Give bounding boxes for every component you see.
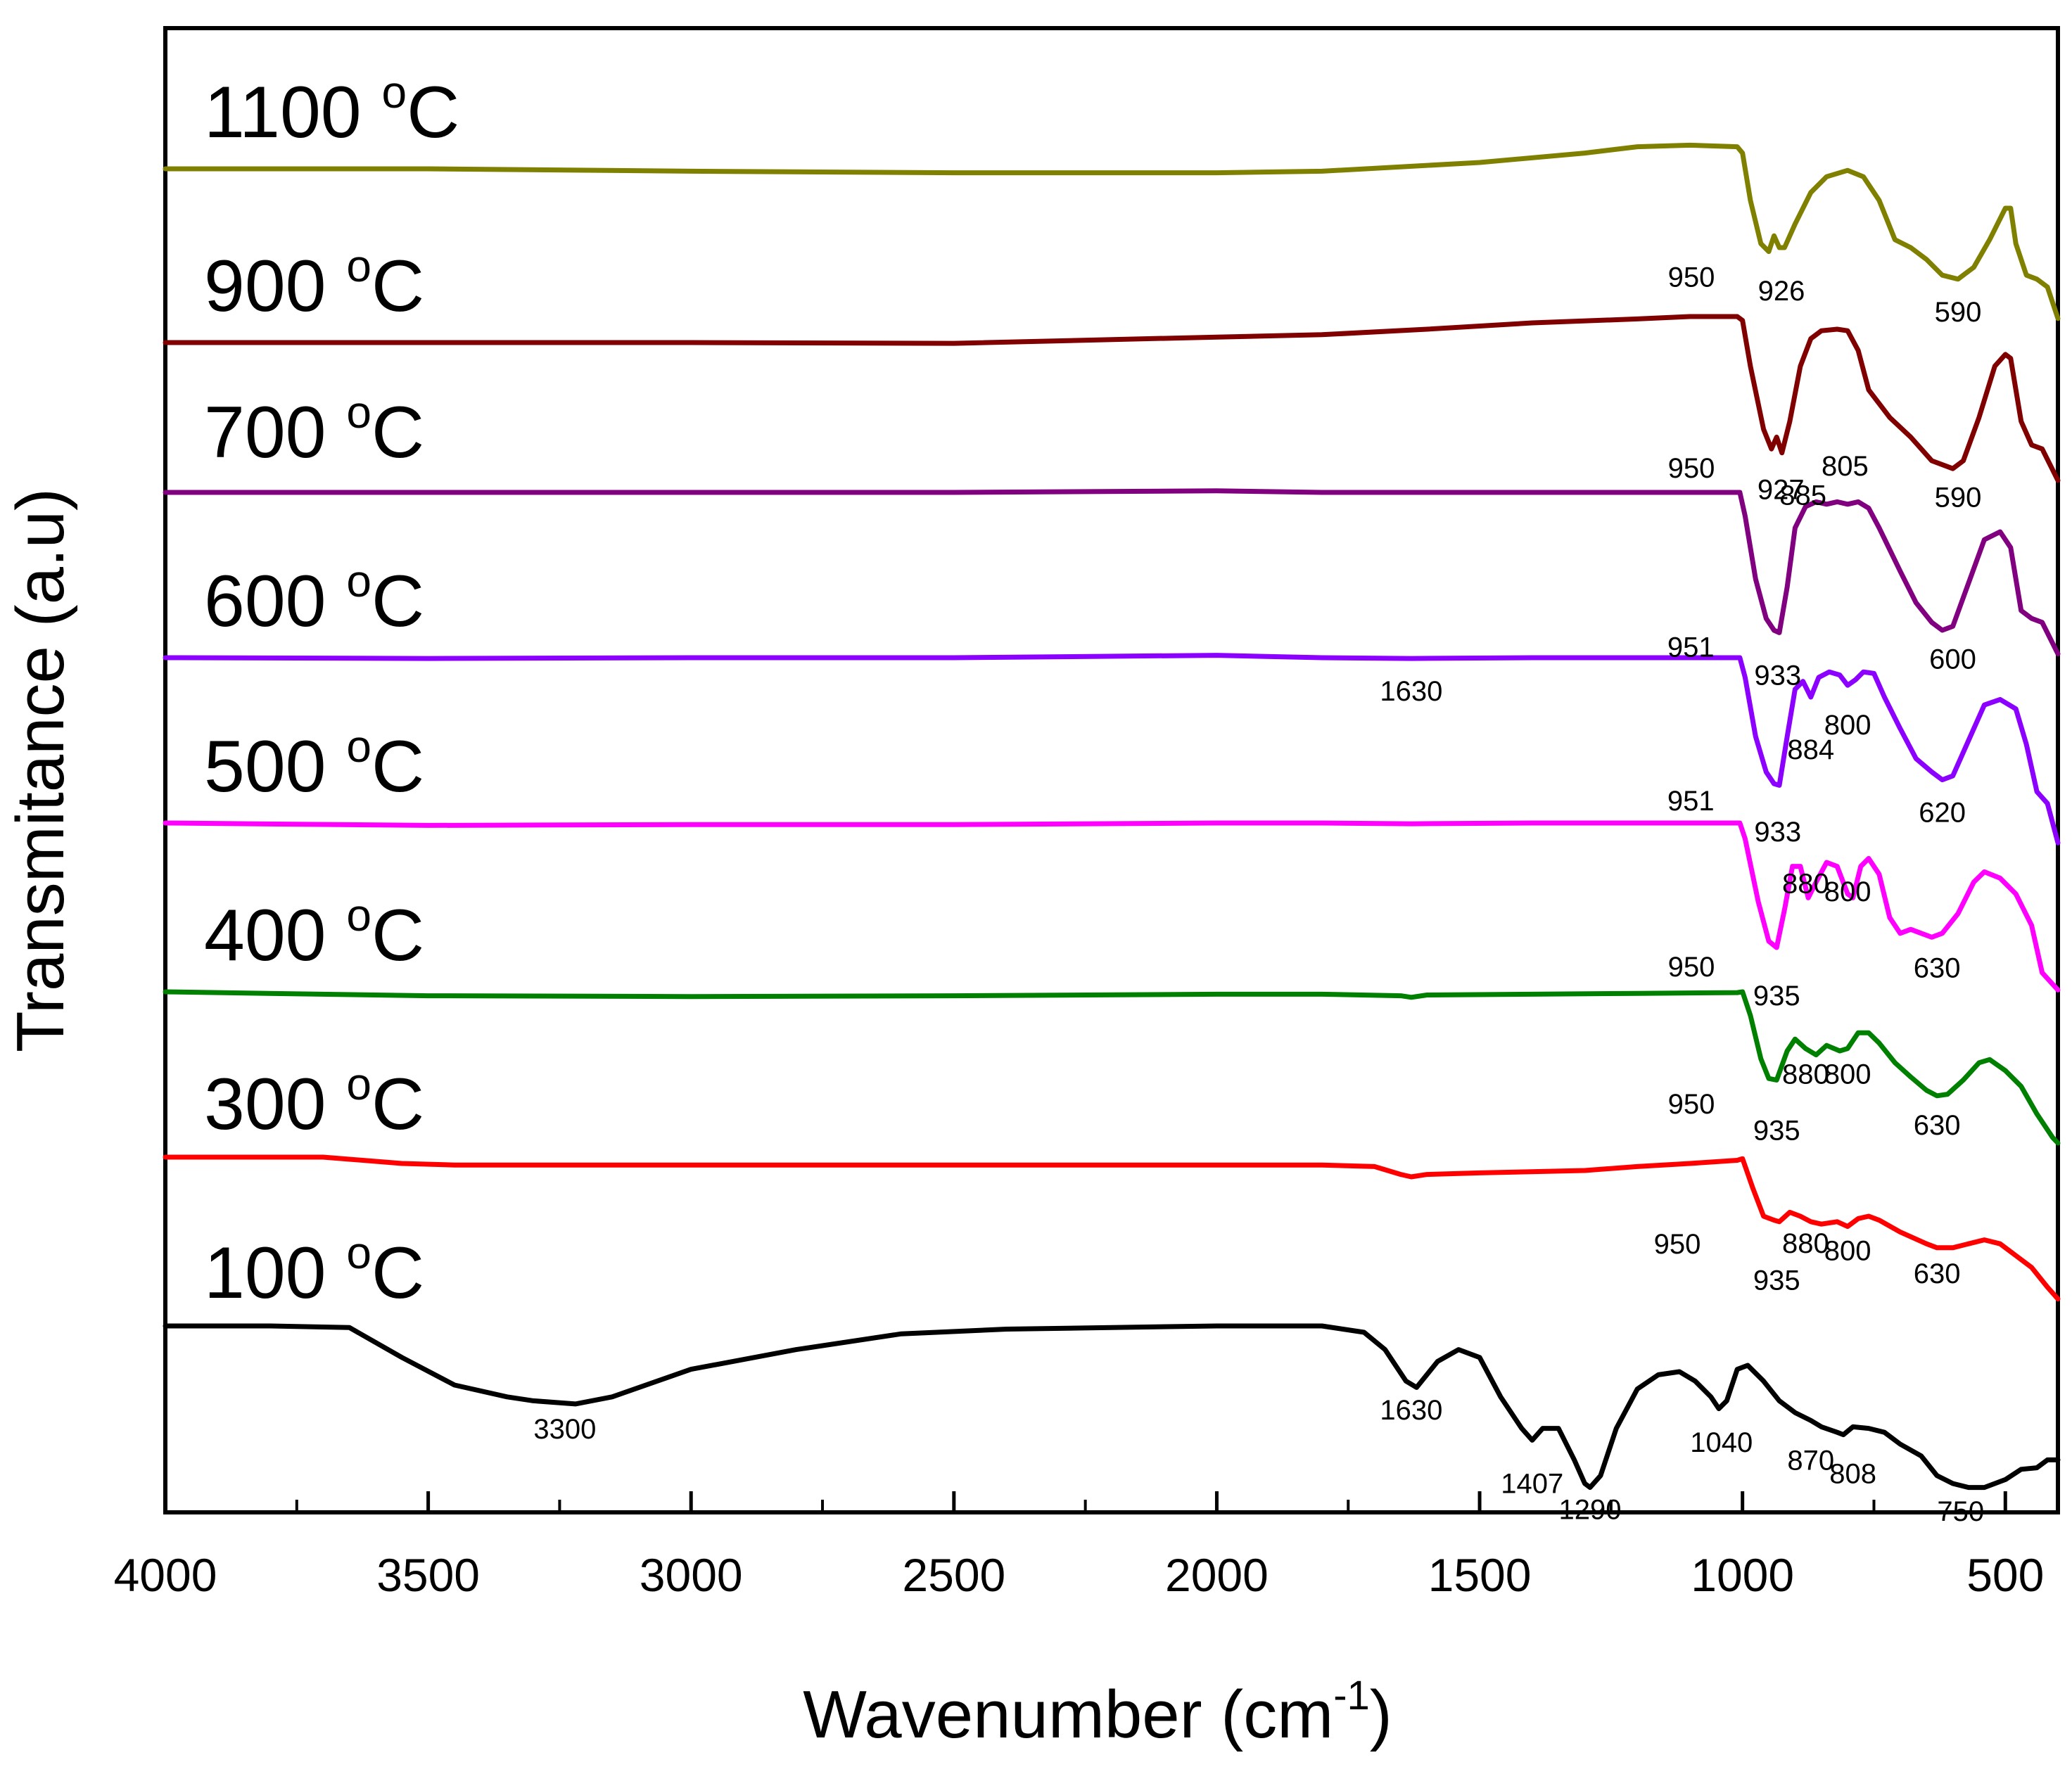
peak-annotation: 950 bbox=[1668, 262, 1715, 293]
peak-annotation: 750 bbox=[1937, 1496, 1984, 1527]
x-axis-title-main: Wavenumber (cm bbox=[803, 1677, 1333, 1752]
peak-annotation: 630 bbox=[1914, 953, 1961, 984]
series-line bbox=[163, 142, 2061, 321]
x-axis-title-superscript: -1 bbox=[1333, 1673, 1370, 1718]
peak-annotation: 620 bbox=[1919, 798, 1966, 829]
series-label-unit: C bbox=[371, 1232, 424, 1314]
series-label-main: 100 bbox=[204, 1232, 346, 1314]
series-label-unit: C bbox=[371, 392, 424, 473]
series-group bbox=[163, 142, 2061, 1491]
peak-annotation: 951 bbox=[1667, 632, 1715, 663]
x-tick-label: 1000 bbox=[1691, 1549, 1794, 1601]
series-label: 500 oC bbox=[204, 721, 424, 808]
x-tick-label: 2000 bbox=[1165, 1549, 1269, 1601]
series-label-unit: C bbox=[371, 245, 424, 327]
series-label-main: 400 bbox=[204, 895, 346, 976]
peak-annotation: 800 bbox=[1824, 876, 1871, 907]
peak-annotation: 935 bbox=[1753, 1265, 1800, 1296]
series-label: 700 oC bbox=[204, 387, 424, 473]
series-label: 900 oC bbox=[204, 241, 424, 327]
peak-annotation: 951 bbox=[1667, 786, 1715, 817]
peak-annotation: 800 bbox=[1824, 1059, 1871, 1090]
series-line bbox=[163, 653, 2061, 846]
series-label-main: 1100 bbox=[204, 72, 382, 153]
peak-annotation: 933 bbox=[1754, 817, 1801, 848]
series-label-degree: o bbox=[346, 556, 371, 606]
peak-annotation: 870 bbox=[1787, 1445, 1834, 1476]
peak-annotation: 880 bbox=[1782, 1059, 1829, 1090]
peak-annotation: 935 bbox=[1753, 1115, 1800, 1146]
y-axis-title: Transmitance (a.u) bbox=[3, 488, 78, 1052]
series-label-main: 500 bbox=[204, 726, 346, 808]
peak-annotation: 1630 bbox=[1380, 676, 1442, 707]
x-axis-title-end: ) bbox=[1370, 1677, 1392, 1752]
series-label: 400 oC bbox=[204, 890, 424, 976]
series-line bbox=[163, 989, 2061, 1146]
series-label-unit: C bbox=[407, 72, 459, 153]
peak-annotation: 590 bbox=[1935, 483, 1982, 513]
peak-annotation: 800 bbox=[1824, 1236, 1871, 1267]
peak-annotation: 935 bbox=[1753, 981, 1800, 1012]
x-tick-label: 2500 bbox=[902, 1549, 1005, 1601]
series-label-unit: C bbox=[371, 726, 424, 808]
series-line bbox=[163, 314, 2061, 483]
peak-annotation: 950 bbox=[1654, 1229, 1701, 1260]
peak-annotation: 630 bbox=[1914, 1258, 1961, 1289]
plot-frame bbox=[163, 26, 2060, 1514]
series-label-degree: o bbox=[346, 1227, 371, 1278]
series-label-unit: C bbox=[371, 1064, 424, 1145]
peak-annotation: 1407 bbox=[1501, 1468, 1563, 1499]
x-tick-label: 3000 bbox=[640, 1549, 743, 1601]
series-label-degree: o bbox=[346, 721, 371, 772]
series-label-main: 600 bbox=[204, 561, 346, 642]
peak-annotation: 933 bbox=[1754, 660, 1801, 691]
series-label: 300 oC bbox=[204, 1059, 424, 1145]
series-line bbox=[163, 1323, 2061, 1491]
series-label-unit: C bbox=[371, 895, 424, 976]
series-label-main: 700 bbox=[204, 392, 346, 473]
peak-annotation: 880 bbox=[1782, 1228, 1829, 1259]
peak-annotation: 950 bbox=[1668, 453, 1715, 484]
peak-annotation: 590 bbox=[1935, 297, 1982, 328]
peak-annotation: 600 bbox=[1929, 644, 1976, 675]
x-tick-label: 500 bbox=[1966, 1549, 2044, 1601]
series-label-degree: o bbox=[382, 67, 407, 117]
series-label-main: 900 bbox=[204, 245, 346, 327]
series-label-degree: o bbox=[346, 387, 371, 438]
peak-annotation: 630 bbox=[1914, 1110, 1961, 1141]
peak-annotation: 800 bbox=[1824, 710, 1871, 741]
x-axis-ticks: 4000 3500 3000 2500 2000 1500 1000 500 bbox=[114, 1491, 2044, 1601]
x-tick-label: 3500 bbox=[376, 1549, 480, 1601]
peak-annotation: 3300 bbox=[533, 1414, 596, 1445]
series-label-degree: o bbox=[346, 1059, 371, 1109]
series-label-degree: o bbox=[346, 890, 371, 940]
series-label: 600 oC bbox=[204, 556, 424, 642]
peak-annotation: 808 bbox=[1829, 1458, 1876, 1489]
peak-annotation: 950 bbox=[1668, 952, 1715, 983]
x-tick-label: 4000 bbox=[114, 1549, 217, 1601]
peak-annotation: 1630 bbox=[1380, 1395, 1442, 1426]
peak-annotation: 926 bbox=[1758, 276, 1805, 307]
series-label-unit: C bbox=[371, 561, 424, 642]
peak-annotation: 805 bbox=[1822, 451, 1869, 482]
peak-annotation: 880 bbox=[1782, 868, 1829, 899]
series-label: 1100 oC bbox=[204, 67, 459, 153]
x-tick-label: 1500 bbox=[1428, 1549, 1532, 1601]
peak-annotation: 1290 bbox=[1558, 1495, 1621, 1526]
peak-annotation: 884 bbox=[1787, 734, 1834, 765]
plot-frame-group bbox=[163, 26, 2060, 1514]
series-line bbox=[163, 1154, 2061, 1302]
peak-annotation: 927 bbox=[1758, 474, 1805, 505]
peak-annotation: 885 bbox=[1779, 480, 1826, 511]
series-line bbox=[163, 488, 2061, 657]
peak-annotation: 950 bbox=[1668, 1089, 1715, 1120]
series-line bbox=[163, 820, 2061, 993]
series-label-main: 300 bbox=[204, 1064, 346, 1145]
series-label: 100 oC bbox=[204, 1227, 424, 1314]
x-axis-title: Wavenumber (cm-1) bbox=[803, 1673, 1392, 1752]
series-label-degree: o bbox=[346, 241, 371, 291]
peak-annotation: 1040 bbox=[1690, 1427, 1753, 1458]
